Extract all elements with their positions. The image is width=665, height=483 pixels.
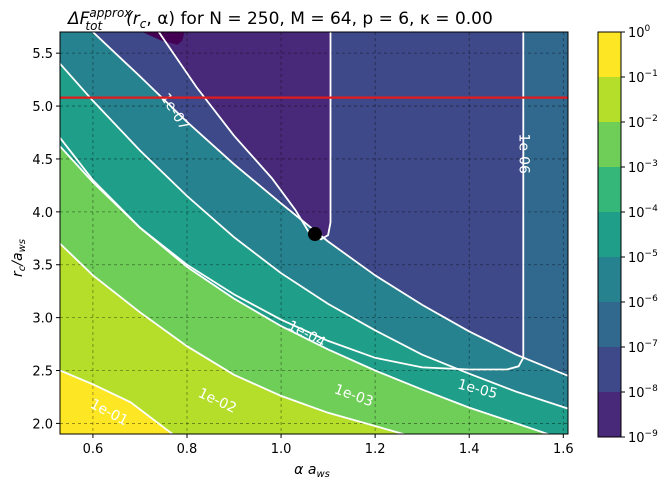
- contour-line-1e-05: [92, 32, 568, 377]
- colorbar-tick-label-6: 10−6: [628, 294, 658, 311]
- y-tick-label-3: 3.5: [32, 259, 53, 274]
- colorbar-tick-label-5: 10−5: [628, 249, 658, 266]
- y-tick-label-6: 5.0: [32, 100, 53, 115]
- colorbar-tick-label-3: 10−3: [628, 159, 658, 176]
- colorbar-band-1: [598, 77, 621, 123]
- colorbar-tick-label-8: 10−8: [628, 384, 658, 401]
- colorbar-band-3: [598, 167, 621, 213]
- colorbar-tick-label-1: 10−1: [628, 69, 658, 86]
- band-1e-8-to-1e-7: [158, 32, 331, 240]
- x-axis-ticks: 0.6 0.8 1.0 1.2 1.4 1.6: [83, 434, 574, 457]
- x-tick-label-1: 0.8: [177, 442, 198, 457]
- x-tick-label-2: 1.0: [271, 442, 292, 457]
- colorbar-tick-label-7: 10−7: [628, 339, 658, 356]
- band-above-1e-1: [60, 370, 173, 434]
- band-1e-2-to-1e-1: [60, 146, 548, 434]
- contour-label-1e-06: 1e-06: [515, 134, 531, 174]
- colorbar-band-0: [598, 32, 621, 78]
- contour-line-1e-02: [60, 242, 407, 434]
- colorbar-tick-label-4: 10−4: [628, 204, 658, 221]
- y-tick-label-5: 4.5: [32, 153, 53, 168]
- y-tick-label-0: 2.0: [32, 417, 53, 432]
- y-axis-label: rc/aws: [10, 239, 28, 277]
- band-1e-1-to-1: [60, 243, 404, 434]
- x-tick-label-5: 1.6: [553, 442, 574, 457]
- colorbar-band-8: [598, 392, 621, 438]
- colorbar-band-4: [598, 212, 621, 258]
- y-tick-label-2: 3.0: [32, 312, 53, 327]
- colorbar-frame: [597, 31, 622, 438]
- y-tick-label-4: 4.0: [32, 206, 53, 221]
- contour-line-1e-01: [60, 369, 175, 434]
- contour-line-1e-03: [60, 145, 551, 434]
- colorbar-tick-label-2: 10−2: [628, 114, 658, 131]
- x-tick-label-4: 1.4: [459, 442, 480, 457]
- colorbar-band-5: [598, 257, 621, 303]
- y-tick-label-7: 5.5: [32, 47, 53, 62]
- colorbar-band-2: [598, 122, 621, 168]
- chart-title: ΔFapprox tot (rc, α) for N = 250, M = 64, …: [66, 6, 493, 33]
- colorbar-tick-label-9: 10−9: [628, 429, 658, 446]
- colorbar-band-6: [598, 302, 621, 348]
- x-tick-label-3: 1.2: [365, 442, 386, 457]
- colorbar-tick-label-0: 100: [628, 24, 651, 41]
- colorbar-band-7: [598, 347, 621, 393]
- y-axis-ticks: 2.0 2.5 3.0 3.5 4.0 4.5 5.0 5.5: [32, 47, 60, 432]
- y-tick-label-1: 2.5: [32, 365, 53, 380]
- contour-label-text: 1e-06: [515, 134, 531, 174]
- grid-lines: [60, 32, 568, 434]
- x-axis-label: α aws: [294, 462, 330, 480]
- colorbar: 100 10−1 10−2 10−3 10−4 10−5 10−6 10−7 10−8 10−9: [597, 24, 658, 446]
- optimum-point-marker: [307, 227, 322, 242]
- plot-frame: [59, 31, 569, 435]
- contour-line-1e-04: [60, 63, 568, 410]
- x-tick-label-0: 0.6: [83, 442, 104, 457]
